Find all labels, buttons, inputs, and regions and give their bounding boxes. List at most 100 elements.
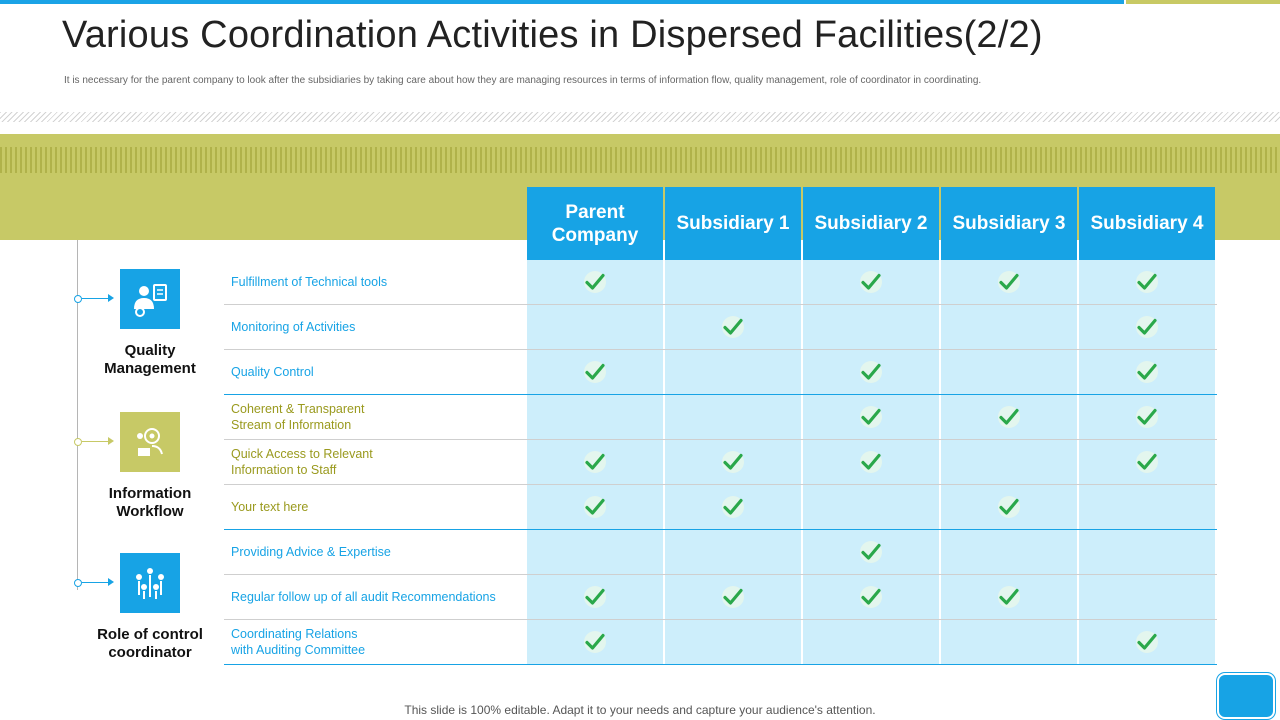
- table-cell: [527, 350, 663, 394]
- table-cell: [803, 350, 939, 394]
- check-icon: [1136, 271, 1158, 293]
- table-body: Fulfillment of Technical tools Monitoring…: [224, 260, 1217, 665]
- table-cell: [803, 260, 939, 304]
- check-icon: [860, 271, 882, 293]
- table-cell: [941, 395, 1077, 439]
- table-cell: [803, 575, 939, 619]
- check-icon: [998, 586, 1020, 608]
- table-cell: [1079, 395, 1215, 439]
- table-row: Your text here: [224, 485, 1217, 530]
- arrow-icon: [82, 437, 114, 445]
- table-cell: [665, 395, 801, 439]
- row-label: Providing Advice & Expertise: [231, 545, 391, 559]
- column-header-subsidiary-2: Subsidiary 2: [803, 187, 939, 260]
- table-cell: [527, 485, 663, 529]
- slide-subtitle: It is necessary for the parent company t…: [64, 75, 982, 86]
- table-row: Coherent & Transparent Stream of Informa…: [224, 395, 1217, 440]
- table-cell: [665, 350, 801, 394]
- top-accent-bar-blue: [0, 0, 1124, 4]
- table-row: Quality Control: [224, 350, 1217, 395]
- check-icon: [998, 496, 1020, 518]
- table-cell: [665, 260, 801, 304]
- row-label: Your text here: [231, 500, 309, 514]
- table-cell: [665, 485, 801, 529]
- column-header-subsidiary-4: Subsidiary 4: [1079, 187, 1215, 260]
- table-row: Quick Access to Relevant Information to …: [224, 440, 1217, 485]
- table-cell: [1079, 440, 1215, 484]
- table-cell: [941, 620, 1077, 664]
- timeline-line: [77, 240, 78, 590]
- table-cell: [1079, 575, 1215, 619]
- check-icon: [722, 451, 744, 473]
- table-cell: [941, 260, 1077, 304]
- table-cell: [527, 395, 663, 439]
- table-cell: [665, 440, 801, 484]
- table-cell: [1079, 485, 1215, 529]
- group-label-quality-management: Quality Management: [104, 342, 196, 377]
- timeline-node: [74, 579, 82, 587]
- table-cell: [1079, 260, 1215, 304]
- table-cell: [665, 530, 801, 574]
- table-cell: [803, 620, 939, 664]
- slide-title: Various Coordination Activities in Dispe…: [62, 14, 1043, 56]
- column-header-subsidiary-3: Subsidiary 3: [941, 187, 1077, 260]
- table-cell: [665, 575, 801, 619]
- check-icon: [584, 271, 606, 293]
- row-label: Coordinating Relations with Auditing Com…: [231, 627, 366, 657]
- corner-button[interactable]: [1217, 673, 1275, 719]
- check-icon: [860, 451, 882, 473]
- row-label: Quick Access to Relevant Information to …: [231, 447, 373, 477]
- table-row: Coordinating Relations with Auditing Com…: [224, 620, 1217, 665]
- group-label-role-of-control-coordinator: Role of control coordinator: [97, 626, 203, 661]
- check-icon: [860, 541, 882, 563]
- row-label: Monitoring of Activities: [231, 320, 356, 334]
- table-cell: [941, 485, 1077, 529]
- hatched-divider: [0, 112, 1280, 122]
- arrow-icon: [82, 294, 114, 302]
- table-header: Parent Company Subsidiary 1 Subsidiary 2…: [527, 187, 1215, 260]
- check-icon: [1136, 316, 1158, 338]
- check-icon: [722, 496, 744, 518]
- table-cell: [941, 440, 1077, 484]
- check-icon: [584, 631, 606, 653]
- check-icon: [1136, 631, 1158, 653]
- timeline-node: [74, 295, 82, 303]
- table-cell: [803, 530, 939, 574]
- group-label-information-workflow: Information Workflow: [108, 485, 192, 520]
- table-cell: [1079, 530, 1215, 574]
- check-icon: [722, 586, 744, 608]
- check-icon: [1136, 361, 1158, 383]
- table-cell: [941, 575, 1077, 619]
- table-cell: [527, 440, 663, 484]
- table-cell: [1079, 620, 1215, 664]
- arrow-icon: [82, 578, 114, 586]
- info-workflow-icon: [120, 412, 180, 472]
- column-header-parent-company: Parent Company: [527, 187, 663, 260]
- check-icon: [860, 361, 882, 383]
- row-label: Fulfillment of Technical tools: [231, 275, 388, 289]
- check-icon: [584, 451, 606, 473]
- table-row: Monitoring of Activities: [224, 305, 1217, 350]
- footer-note: This slide is 100% editable. Adapt it to…: [404, 703, 876, 717]
- table-cell: [527, 260, 663, 304]
- quality-team-icon: [120, 269, 180, 329]
- table-cell: [527, 305, 663, 349]
- column-header-subsidiary-1: Subsidiary 1: [665, 187, 801, 260]
- check-icon: [722, 316, 744, 338]
- check-icon: [1136, 406, 1158, 428]
- people-network-icon: [120, 553, 180, 613]
- check-icon: [860, 406, 882, 428]
- table-cell: [665, 305, 801, 349]
- row-label: Quality Control: [231, 365, 314, 379]
- check-icon: [584, 586, 606, 608]
- timeline-node: [74, 438, 82, 446]
- row-label: Coherent & Transparent Stream of Informa…: [231, 402, 365, 432]
- table-cell: [941, 530, 1077, 574]
- table-cell: [527, 575, 663, 619]
- top-accent-bar-olive: [1126, 0, 1280, 4]
- table-cell: [665, 620, 801, 664]
- table-cell: [941, 305, 1077, 349]
- table-cell: [803, 440, 939, 484]
- table-cell: [1079, 305, 1215, 349]
- table-cell: [527, 620, 663, 664]
